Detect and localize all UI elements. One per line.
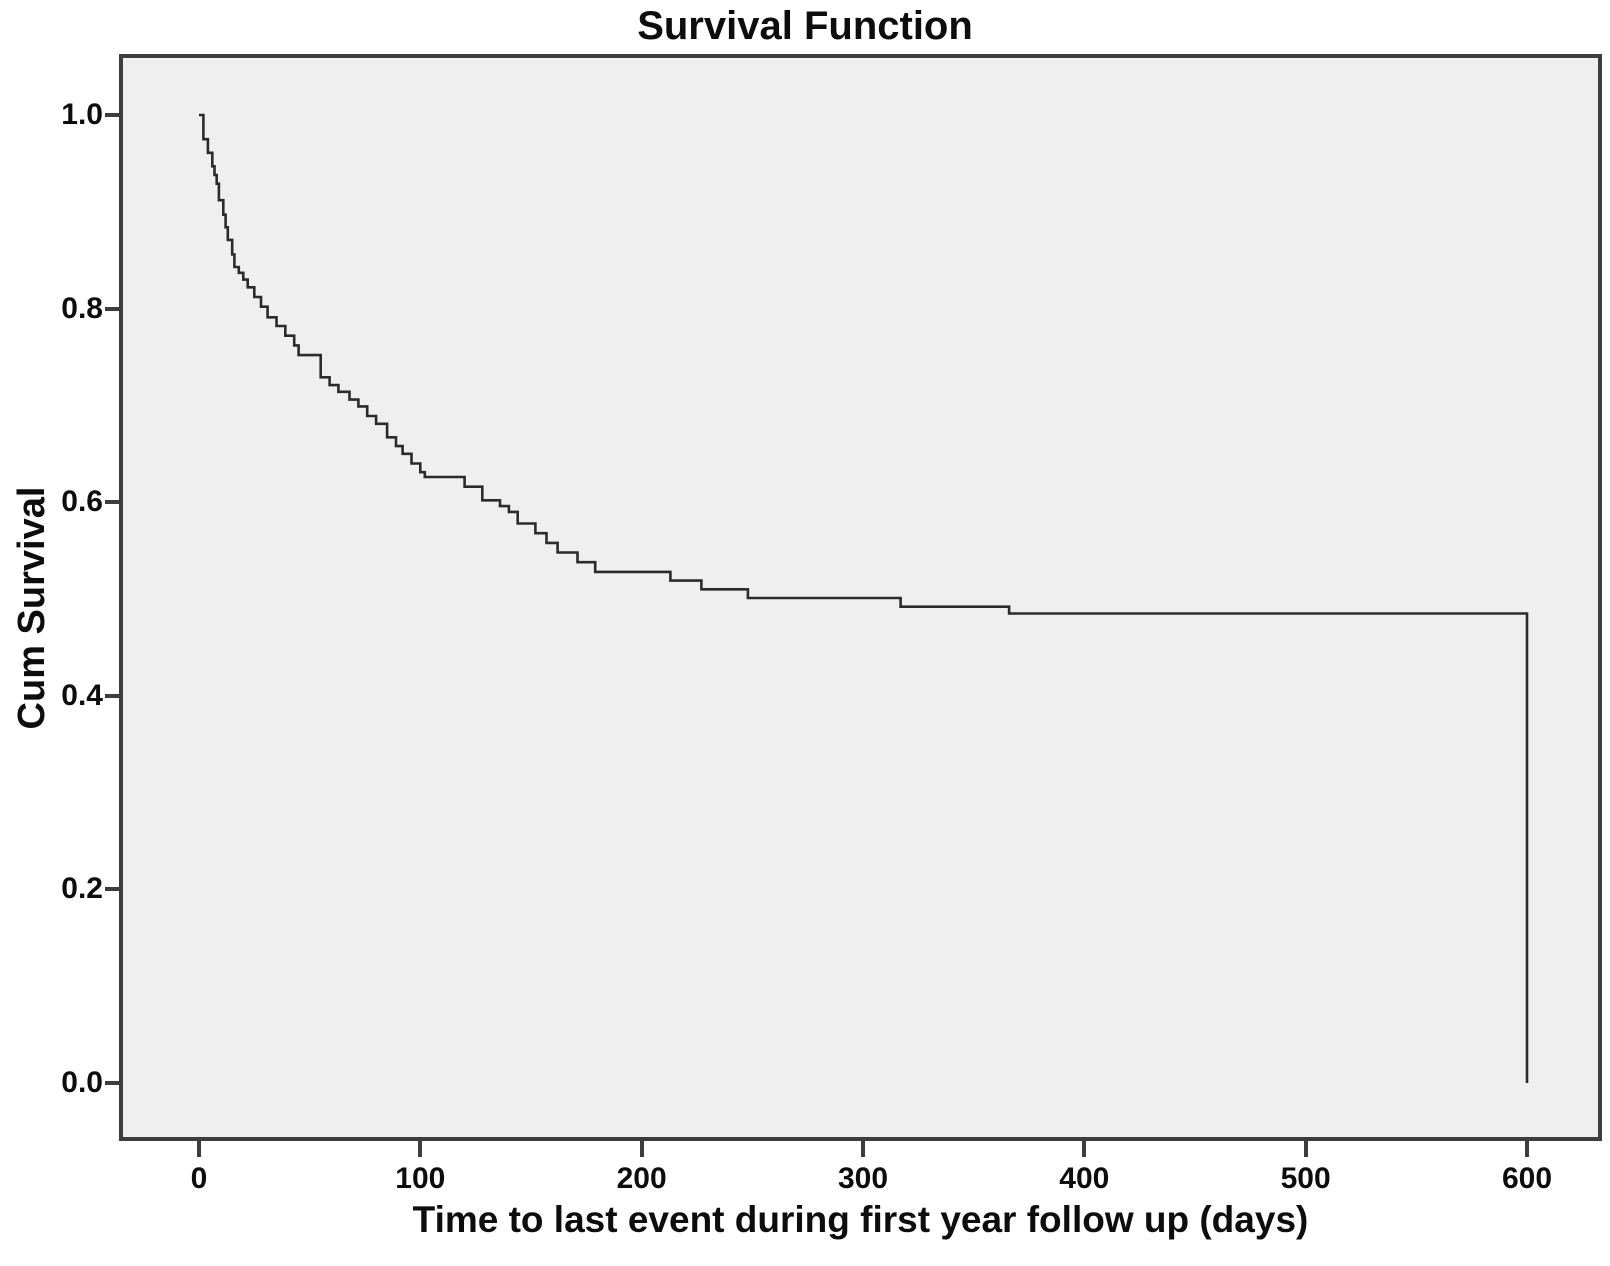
chart-title: Survival Function <box>637 4 973 48</box>
y-tick-label: 0.4 <box>61 678 103 712</box>
x-tick-mark <box>1525 1141 1529 1157</box>
x-tick-label: 500 <box>1280 1162 1331 1195</box>
y-axis-label: Cum Survival <box>11 486 53 730</box>
x-tick-label: 600 <box>1501 1162 1553 1195</box>
y-tick-mark <box>105 887 123 892</box>
y-tick-mark <box>105 500 123 505</box>
x-tick-label: 0 <box>190 1162 208 1195</box>
y-tick-label: 0.8 <box>61 291 103 325</box>
x-tick-mark <box>861 1141 865 1157</box>
y-tick-label: 0.6 <box>61 485 103 519</box>
x-tick-mark <box>639 1141 644 1157</box>
y-tick-label: 0.0 <box>61 1066 103 1099</box>
x-axis-label: Time to last event during first year fol… <box>412 1199 1309 1240</box>
x-tick-mark <box>418 1141 423 1157</box>
x-tick-label: 200 <box>616 1162 667 1195</box>
y-tick-label: 1.0 <box>61 98 103 131</box>
x-tick-mark <box>197 1141 201 1157</box>
x-tick-label: 400 <box>1059 1162 1110 1195</box>
y-tick-label: 0.2 <box>61 872 103 906</box>
y-tick-mark <box>105 693 123 698</box>
x-tick-mark <box>1082 1141 1087 1157</box>
survival-step-curve <box>199 113 1529 1083</box>
y-tick-mark <box>105 306 123 311</box>
x-tick-label: 100 <box>395 1162 446 1195</box>
y-tick-mark <box>105 113 123 117</box>
survival-curve-svg <box>199 113 1529 1083</box>
y-tick-mark <box>105 1081 123 1085</box>
x-tick-label: 300 <box>837 1162 889 1195</box>
x-tick-mark <box>1303 1141 1308 1157</box>
